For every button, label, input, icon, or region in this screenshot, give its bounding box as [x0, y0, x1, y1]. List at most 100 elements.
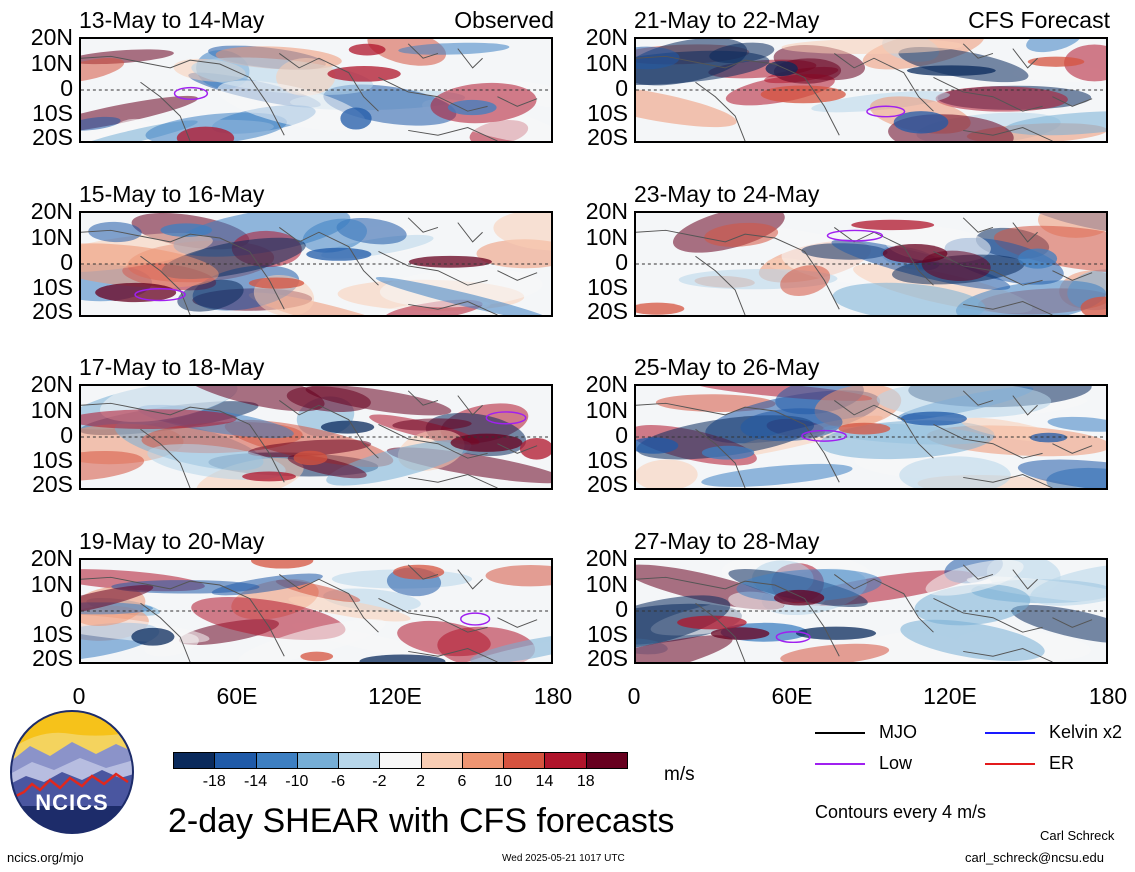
shear-region	[925, 560, 1024, 596]
latitude-label: 10S	[587, 274, 628, 300]
shear-core	[242, 471, 296, 482]
shear-region	[100, 386, 241, 422]
low-contour	[460, 612, 491, 626]
shear-region	[1005, 111, 1106, 136]
shear-region	[899, 456, 1011, 488]
ncics-logo: NCICS	[10, 710, 134, 834]
panel-date: 25-May to 26-May	[634, 354, 820, 380]
panel-date: 23-May to 24-May	[634, 181, 820, 207]
shear-core	[359, 654, 446, 662]
shear-region	[832, 282, 986, 315]
shear-core	[1029, 432, 1068, 443]
latitude-label: 20N	[30, 371, 73, 397]
shear-map-panel	[634, 384, 1108, 490]
coastline	[636, 217, 1093, 315]
latitude-label: 10S	[587, 621, 628, 647]
colorbar-swatch	[214, 752, 257, 769]
shear-region	[876, 386, 1052, 418]
shear-region	[177, 386, 325, 412]
site-link[interactable]: ncics.org/mjo	[7, 850, 84, 865]
coastline	[636, 43, 1093, 141]
latitude-label: 10S	[32, 100, 73, 126]
shear-core	[760, 85, 846, 104]
shear-core	[160, 223, 213, 237]
colorbar-swatch	[296, 752, 340, 769]
colorbar-label: 2	[416, 773, 426, 790]
shear-map-panel	[634, 37, 1108, 143]
shear-region	[238, 618, 386, 662]
shear-region	[1011, 605, 1106, 644]
shear-region	[81, 95, 199, 134]
latitude-label: 10N	[585, 50, 628, 76]
shear-core	[519, 437, 551, 460]
latitude-label: 10S	[32, 447, 73, 473]
shear-core	[1080, 296, 1106, 315]
contours-note: Contours every 4 m/s	[815, 802, 987, 822]
main-title: 2-day SHEAR with CFS forecasts	[168, 802, 675, 840]
colorbar-label: -18	[202, 773, 226, 790]
shear-region	[397, 620, 491, 657]
shear-region	[709, 42, 775, 64]
latitude-label: 10N	[585, 571, 628, 597]
colorbar-label: -6	[330, 773, 346, 790]
coastline	[81, 564, 538, 662]
shear-region	[1026, 39, 1082, 53]
shear-region	[81, 116, 121, 131]
shear-region	[781, 39, 963, 54]
shear-core	[131, 627, 175, 646]
shear-core	[893, 111, 949, 134]
latitude-label: 10N	[30, 50, 73, 76]
legend-line	[985, 732, 1035, 734]
author-email[interactable]: carl_schreck@ncsu.edu	[965, 850, 1104, 865]
latitude-label: 0	[615, 596, 628, 622]
shear-core	[851, 219, 935, 231]
latitude-label: 0	[60, 422, 73, 448]
coastline	[81, 217, 538, 315]
latitude-label: 20N	[585, 24, 628, 50]
latitude-label: 10N	[585, 224, 628, 250]
shear-region	[191, 597, 346, 640]
shear-core	[900, 411, 967, 426]
shear-region	[177, 279, 244, 312]
latitude-label: 10N	[30, 571, 73, 597]
latitude-label: 20S	[32, 298, 73, 324]
longitude-label: 120E	[368, 683, 422, 709]
low-contour	[826, 229, 884, 242]
colorbar-label: -14	[243, 773, 268, 790]
latitude-label: 10S	[32, 274, 73, 300]
shear-region	[485, 564, 551, 587]
latitude-label: 10S	[587, 447, 628, 473]
shear-map-panel	[634, 211, 1108, 317]
shear-region	[493, 213, 551, 251]
shear-core	[408, 255, 492, 268]
longitude-label: 60E	[771, 683, 813, 709]
low-contour	[134, 288, 186, 302]
shear-region	[898, 47, 1029, 83]
colorbar-swatch	[585, 752, 628, 769]
latitude-label: 10N	[30, 224, 73, 250]
shear-region	[636, 459, 698, 488]
units-label: m/s	[664, 764, 695, 785]
latitude-label: 10N	[585, 397, 628, 423]
shear-region	[375, 277, 551, 315]
shear-core	[393, 564, 445, 580]
shear-region	[955, 280, 1106, 315]
latitude-label: 20N	[585, 198, 628, 224]
latitude-label: 20S	[32, 471, 73, 497]
shear-core	[248, 277, 305, 289]
latitude-label: 10S	[587, 100, 628, 126]
shear-core	[300, 651, 334, 662]
longitude-label: 0	[627, 683, 641, 709]
low-contour	[775, 631, 811, 644]
low-contour	[801, 429, 847, 442]
shear-core	[773, 589, 825, 606]
latitude-label: 0	[615, 75, 628, 101]
colorbar-label: 14	[535, 773, 554, 790]
longitude-label: 60E	[216, 683, 258, 709]
shear-core	[710, 627, 770, 640]
shear-core	[636, 302, 685, 315]
shear-core	[176, 126, 235, 141]
coastline	[81, 390, 538, 488]
longitude-label: 180	[533, 683, 573, 709]
shear-core	[1027, 56, 1085, 67]
